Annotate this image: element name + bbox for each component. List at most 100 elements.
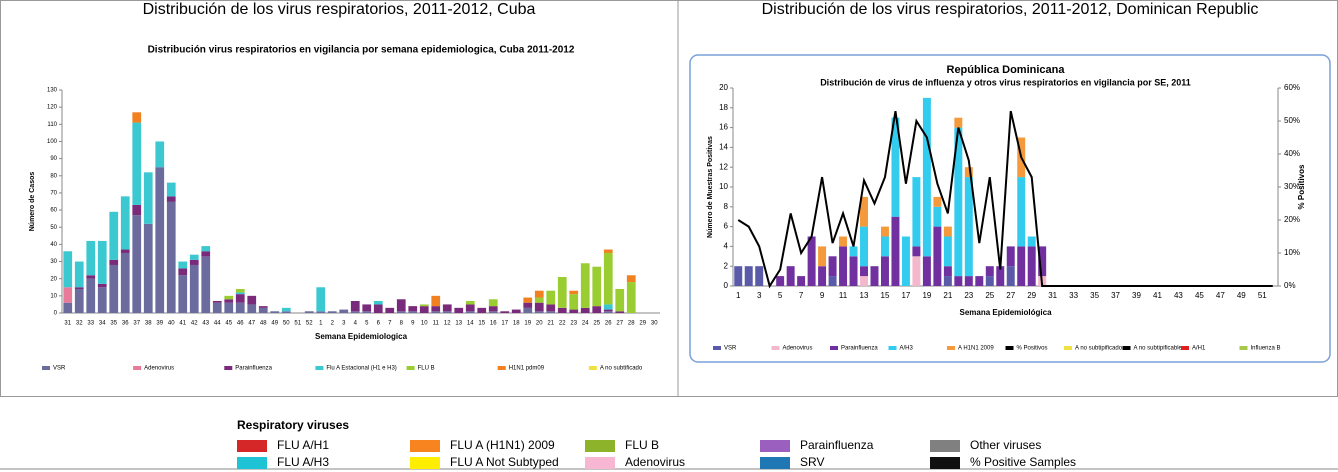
y-tick-label: 40 — [50, 242, 57, 248]
bar-segment — [964, 167, 973, 178]
y2-tick-label: 10% — [1284, 248, 1300, 257]
legend-swatch — [588, 366, 597, 370]
x-tick-label: 29 — [639, 321, 646, 327]
bar-segment — [580, 263, 590, 308]
x-tick-label: 15 — [478, 321, 485, 327]
bar-segment — [63, 302, 73, 313]
bar-segment — [166, 196, 176, 202]
bar-segment — [419, 304, 429, 307]
x-tick-label: 23 — [570, 321, 577, 327]
bar-segment — [189, 264, 199, 313]
bar-segment — [744, 266, 753, 286]
x-tick-label: 33 — [87, 321, 94, 327]
y-tick-label: 0 — [724, 281, 729, 290]
legend-swatch — [1122, 346, 1131, 350]
legend-label: Parainfluenza — [235, 366, 272, 372]
legend-swatch — [888, 346, 897, 350]
legend-swatch — [585, 457, 615, 469]
bar-segment — [933, 196, 942, 207]
cell-title-wrap: Distribución de los virus respiratorios,… — [761, 1, 1259, 18]
x-tick-label: 17 — [901, 291, 910, 300]
x-tick-label: 1 — [736, 291, 741, 300]
legend-swatch — [930, 440, 960, 452]
line — [737, 110, 1273, 289]
y-tick-label: 6 — [724, 222, 729, 231]
chart-frame — [689, 54, 1331, 363]
legend-swatch — [237, 440, 267, 452]
x-tick-label: 27 — [1006, 291, 1015, 300]
bar-segment — [465, 304, 475, 312]
bar-segment — [201, 251, 211, 257]
bar-segment — [603, 249, 613, 253]
bar-segment — [316, 287, 326, 312]
x-tick-label: 51 — [1258, 291, 1267, 300]
bar-segment — [86, 275, 96, 279]
bar-segment — [891, 216, 900, 286]
bar-segment — [385, 307, 395, 313]
bar-segment — [807, 236, 816, 286]
bar-segment — [839, 246, 848, 286]
bar-segment — [224, 295, 234, 300]
x-tick-label: 1 — [319, 321, 323, 327]
bar-segment — [281, 311, 291, 313]
bar-segment — [954, 117, 963, 128]
x-tick-label: 4 — [354, 321, 358, 327]
y-tick-label: 10 — [50, 293, 57, 299]
x-axis-title: Semana Epidemiológica — [959, 308, 1052, 317]
bar-segment — [373, 300, 383, 305]
bar-segment — [442, 311, 452, 313]
x-tick-label: 48 — [260, 321, 267, 327]
x-tick-label: 39 — [1132, 291, 1141, 300]
bar-segment — [849, 256, 858, 286]
legend-swatch — [830, 346, 838, 350]
bar-segment — [201, 246, 211, 252]
bar-segment — [86, 278, 96, 313]
bar-segment — [985, 266, 994, 277]
bar-segment — [120, 249, 130, 253]
bar-segment — [500, 311, 510, 313]
x-tick-label: 13 — [860, 291, 869, 300]
bar-segment — [964, 276, 973, 286]
bar-segment — [860, 196, 868, 227]
x-tick-label: 8 — [400, 321, 404, 327]
legend-label: A/H3 — [900, 346, 914, 352]
bar-segment — [373, 304, 383, 313]
bar-segment — [626, 275, 636, 283]
bar-segment — [270, 311, 280, 313]
legend-label: FLU B — [625, 438, 659, 452]
legend-swatch — [410, 440, 440, 452]
bar-segment — [922, 97, 931, 257]
bar-segment — [74, 288, 84, 313]
x-tick-label: 12 — [444, 321, 451, 327]
legend-label: Adenovirus — [625, 455, 685, 469]
legend-swatch — [1005, 346, 1014, 350]
x-tick-label: 45 — [225, 321, 232, 327]
bar-segment — [615, 311, 625, 313]
legend-label: FLU B — [418, 366, 435, 372]
x-tick-label: 13 — [455, 321, 462, 327]
bar-segment — [408, 311, 418, 313]
cell-title: Distribución de los virus respiratorios,… — [761, 1, 1259, 18]
x-tick-label: 35 — [1090, 291, 1099, 300]
bar-segment — [178, 261, 188, 269]
y-tick-label: 100 — [47, 139, 58, 145]
bar-segment — [212, 300, 222, 303]
bar-segment — [523, 297, 533, 303]
legend-label: % Positive Samples — [970, 455, 1076, 469]
x-tick-label: 23 — [964, 291, 973, 300]
bar-segment — [592, 266, 602, 307]
x-tick-label: 36 — [122, 321, 129, 327]
x-tick-label: 27 — [616, 321, 623, 327]
y-tick-label: 90 — [50, 156, 57, 162]
y-tick-label: 14 — [719, 143, 728, 152]
bar-segment — [1027, 246, 1036, 286]
bar-segment — [1006, 266, 1015, 286]
bar-segment — [396, 311, 406, 313]
bar-segment — [143, 223, 153, 313]
x-tick-label: 45 — [1195, 291, 1204, 300]
bar-segment — [132, 122, 142, 205]
bar-segment — [74, 261, 84, 288]
bar-segment — [891, 117, 900, 217]
bar-segment — [454, 307, 464, 313]
